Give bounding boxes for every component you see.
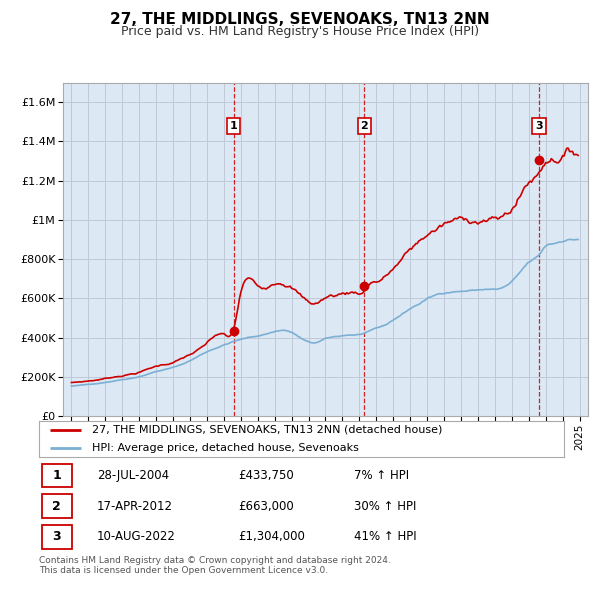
Text: 17-APR-2012: 17-APR-2012 [97, 500, 173, 513]
Text: £663,000: £663,000 [239, 500, 294, 513]
Text: 30% ↑ HPI: 30% ↑ HPI [354, 500, 416, 513]
Text: HPI: Average price, detached house, Sevenoaks: HPI: Average price, detached house, Seve… [91, 443, 358, 453]
Text: 3: 3 [535, 121, 543, 131]
Text: Price paid vs. HM Land Registry's House Price Index (HPI): Price paid vs. HM Land Registry's House … [121, 25, 479, 38]
FancyBboxPatch shape [41, 525, 72, 549]
Text: 1: 1 [230, 121, 238, 131]
Text: 41% ↑ HPI: 41% ↑ HPI [354, 530, 416, 543]
Text: 10-AUG-2022: 10-AUG-2022 [97, 530, 176, 543]
Text: 28-JUL-2004: 28-JUL-2004 [97, 469, 169, 482]
Text: 1: 1 [52, 469, 61, 482]
Text: This data is licensed under the Open Government Licence v3.0.: This data is licensed under the Open Gov… [39, 566, 328, 575]
Text: 2: 2 [361, 121, 368, 131]
FancyBboxPatch shape [41, 464, 72, 487]
FancyBboxPatch shape [41, 494, 72, 518]
Text: Contains HM Land Registry data © Crown copyright and database right 2024.: Contains HM Land Registry data © Crown c… [39, 556, 391, 565]
Text: 2: 2 [52, 500, 61, 513]
Text: 27, THE MIDDLINGS, SEVENOAKS, TN13 2NN: 27, THE MIDDLINGS, SEVENOAKS, TN13 2NN [110, 12, 490, 27]
Text: 3: 3 [53, 530, 61, 543]
Text: £433,750: £433,750 [239, 469, 294, 482]
Text: 7% ↑ HPI: 7% ↑ HPI [354, 469, 409, 482]
Text: 27, THE MIDDLINGS, SEVENOAKS, TN13 2NN (detached house): 27, THE MIDDLINGS, SEVENOAKS, TN13 2NN (… [91, 425, 442, 435]
Text: £1,304,000: £1,304,000 [239, 530, 305, 543]
